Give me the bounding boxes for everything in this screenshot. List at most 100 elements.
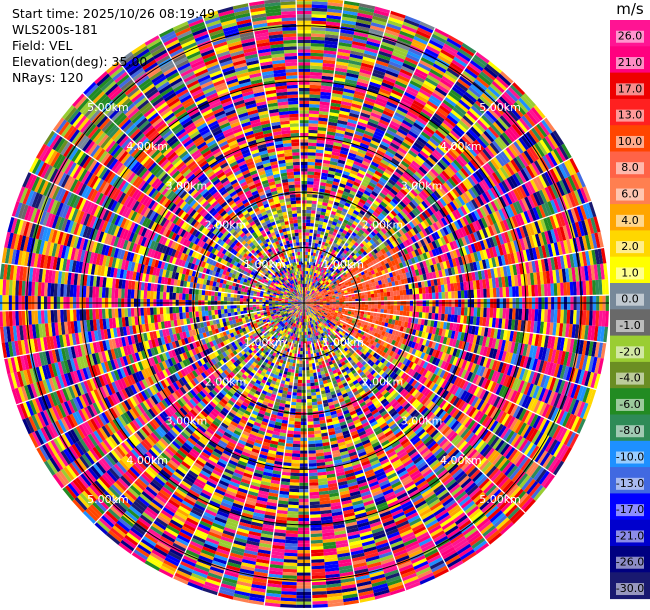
velocity-gate	[309, 226, 315, 230]
velocity-gate	[441, 206, 450, 216]
velocity-gate	[449, 88, 463, 100]
velocity-gate	[397, 212, 405, 220]
velocity-gate	[417, 91, 430, 101]
velocity-gate	[336, 54, 350, 60]
velocity-gate	[370, 161, 380, 168]
velocity-gate	[371, 158, 381, 165]
velocity-gate	[338, 277, 343, 282]
velocity-gate	[355, 154, 365, 161]
velocity-gate	[388, 95, 401, 104]
velocity-gate	[317, 130, 327, 135]
velocity-gate	[393, 264, 398, 271]
velocity-gate	[305, 290, 307, 294]
velocity-gate	[306, 290, 309, 294]
velocity-gate	[320, 91, 332, 97]
velocity-gate	[305, 280, 307, 284]
velocity-gate	[380, 305, 385, 310]
velocity-gate	[560, 162, 571, 178]
velocity-gate	[308, 291, 311, 295]
velocity-gate	[342, 304, 346, 307]
velocity-gate	[494, 170, 504, 183]
velocity-gate	[319, 98, 331, 103]
velocity-gate	[357, 212, 364, 219]
velocity-gate	[562, 194, 571, 210]
velocity-gate	[332, 279, 336, 283]
velocity-gate	[318, 295, 323, 298]
velocity-gate	[492, 140, 503, 153]
velocity-gate	[380, 227, 387, 235]
velocity-gate	[467, 128, 479, 140]
velocity-gate	[307, 295, 311, 299]
velocity-gate	[360, 139, 371, 146]
velocity-gate	[487, 85, 501, 99]
velocity-gate	[328, 286, 333, 290]
velocity-gate	[309, 299, 314, 301]
velocity-gate	[309, 284, 312, 289]
velocity-gate	[305, 293, 307, 297]
velocity-gate	[432, 222, 440, 231]
velocity-gate	[538, 189, 548, 204]
velocity-gate	[312, 187, 320, 192]
velocity-gate	[321, 82, 333, 87]
velocity-gate	[454, 185, 463, 196]
velocity-gate	[508, 106, 522, 120]
velocity-gate	[353, 31, 369, 38]
velocity-gate	[366, 90, 378, 98]
velocity-gate	[304, 274, 307, 278]
velocity-gate	[318, 287, 322, 291]
velocity-gate	[381, 174, 390, 182]
velocity-gate	[419, 150, 430, 159]
velocity-gate	[434, 60, 449, 71]
velocity-gate	[399, 290, 404, 296]
velocity-gate	[318, 224, 323, 229]
velocity-gate	[343, 205, 350, 211]
velocity-gate	[327, 5, 343, 11]
velocity-gate	[438, 81, 452, 92]
velocity-gate	[541, 203, 550, 218]
velocity-gate	[386, 251, 392, 257]
velocity-gate	[447, 149, 458, 160]
velocity-gate	[428, 39, 444, 50]
velocity-gate	[436, 210, 444, 220]
velocity-gate	[306, 299, 310, 302]
velocity-gate	[308, 284, 311, 288]
velocity-gate	[385, 129, 396, 137]
velocity-gate	[362, 274, 367, 279]
velocity-gate	[331, 249, 336, 254]
velocity-gate	[317, 267, 321, 272]
velocity-gate	[341, 16, 357, 22]
velocity-gate	[309, 292, 313, 296]
velocity-gate	[388, 60, 403, 69]
velocity-gate	[483, 215, 491, 227]
velocity-gate	[316, 207, 322, 212]
velocity-gate	[381, 219, 388, 226]
velocity-gate	[515, 308, 519, 320]
velocity-gate	[490, 124, 502, 137]
velocity-gate	[433, 149, 444, 159]
velocity-gate	[454, 142, 465, 153]
velocity-gate	[308, 120, 319, 124]
velocity-gate	[444, 291, 449, 300]
velocity-gate	[372, 188, 381, 195]
velocity-gate	[425, 251, 432, 260]
velocity-gate	[475, 220, 482, 231]
velocity-gate	[334, 67, 348, 73]
velocity-gate	[315, 210, 321, 215]
velocity-gate	[402, 240, 409, 248]
velocity-gate	[358, 229, 365, 235]
velocity-gate	[393, 183, 402, 191]
velocity-gate	[453, 56, 468, 68]
velocity-gate	[552, 166, 562, 182]
velocity-gate	[320, 269, 325, 273]
velocity-gate	[421, 211, 429, 220]
velocity-gate	[307, 294, 309, 298]
velocity-gate	[447, 91, 461, 102]
velocity-gate	[352, 136, 362, 143]
velocity-gate	[362, 133, 373, 140]
velocity-gate	[417, 223, 425, 231]
velocity-gate	[343, 0, 360, 7]
velocity-gate	[405, 289, 410, 295]
velocity-gate	[411, 102, 424, 112]
velocity-gate	[327, 173, 335, 179]
velocity-gate	[452, 199, 460, 210]
